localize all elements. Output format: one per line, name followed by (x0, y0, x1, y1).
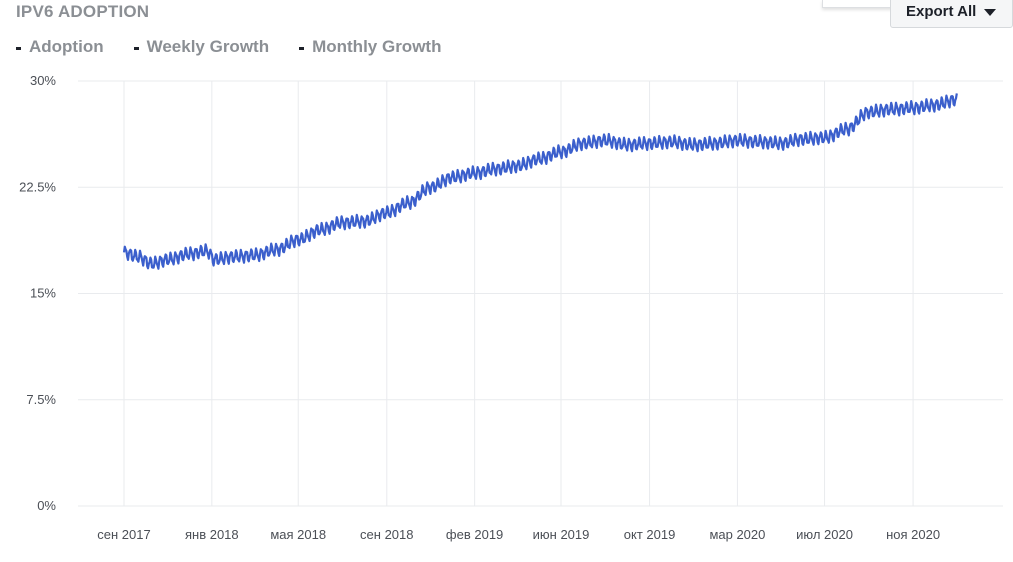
legend-item-adoption[interactable]: Adoption (16, 37, 104, 57)
caret-down-icon (984, 8, 997, 16)
legend-item-weekly-growth[interactable]: Weekly Growth (133, 37, 270, 57)
legend-label: Adoption (29, 37, 104, 56)
y-tick-label: 30% (30, 73, 56, 88)
y-tick-label: 22.5% (19, 179, 56, 194)
grid-lines (78, 80, 1003, 507)
legend-dash-icon (16, 46, 21, 50)
export-all-button[interactable]: Export All (890, 0, 1013, 28)
legend-item-monthly-growth[interactable]: Monthly Growth (299, 37, 441, 57)
x-tick-label: июн 2019 (533, 527, 590, 542)
x-tick-label: янв 2018 (185, 527, 239, 542)
chart-legend: Adoption Weekly Growth Monthly Growth (16, 37, 441, 57)
x-tick-label: окт 2019 (624, 527, 676, 542)
x-tick-label: июл 2020 (796, 527, 853, 542)
x-tick-label: мар 2020 (709, 527, 765, 542)
x-tick-label: сен 2018 (360, 527, 413, 542)
y-tick-label: 15% (30, 286, 56, 301)
y-tick-label: 0% (37, 498, 56, 513)
chart-title: IPV6 ADOPTION (16, 2, 150, 21)
legend-dash-icon (299, 46, 305, 50)
axis-labels: 0% 7.5% 15% 22.5% 30% сен 2017 янв 2018 мая 201… (19, 73, 940, 542)
legend-dash-icon (133, 46, 139, 50)
x-tick-label: мая 2018 (270, 527, 326, 542)
legend-label: Weekly Growth (146, 37, 270, 56)
series-layer (122, 93, 958, 270)
x-tick-label: ноя 2020 (886, 527, 940, 542)
export-all-label: Export All (906, 2, 977, 20)
y-tick-label: 7.5% (26, 392, 56, 407)
x-tick-label: сен 2017 (97, 527, 150, 542)
series-line-adoption (122, 93, 958, 270)
legend-label: Monthly Growth (312, 37, 442, 56)
x-tick-label: фев 2019 (446, 527, 503, 542)
